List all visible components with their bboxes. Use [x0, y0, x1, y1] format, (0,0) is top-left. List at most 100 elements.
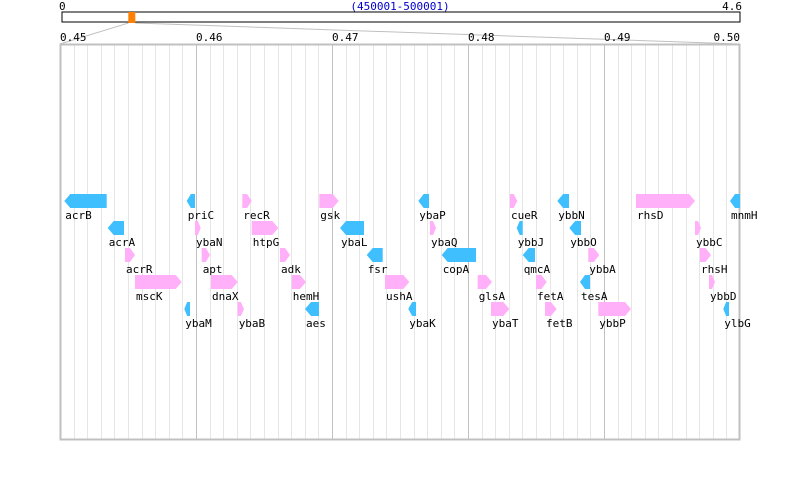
gene-arrow[interactable]	[598, 302, 631, 316]
gene-ybbO[interactable]: ybbO	[569, 221, 597, 249]
gene-ylbG[interactable]: ylbG	[723, 302, 751, 330]
gene-arrow[interactable]	[700, 248, 712, 262]
gene-arrow[interactable]	[251, 221, 279, 235]
gene-arrow[interactable]	[430, 221, 436, 235]
gene-label[interactable]: acrA	[109, 236, 136, 249]
gene-aes[interactable]: aes	[305, 302, 326, 330]
gene-arrow[interactable]	[339, 221, 365, 235]
gene-arrow[interactable]	[408, 302, 416, 316]
gene-arrow[interactable]	[730, 194, 740, 208]
gene-label[interactable]: tesA	[581, 290, 608, 303]
gene-label[interactable]: ushA	[386, 290, 413, 303]
gene-label[interactable]: cueR	[511, 209, 538, 222]
gene-label[interactable]: ybaM	[185, 317, 212, 330]
gene-arrow[interactable]	[723, 302, 729, 316]
gene-label[interactable]: glsA	[479, 290, 506, 303]
gene-ybaL[interactable]: ybaL	[339, 221, 368, 249]
gene-label[interactable]: ybbA	[589, 263, 616, 276]
gene-qmcA[interactable]: qmcA	[522, 248, 551, 276]
gene-arrow[interactable]	[536, 275, 547, 289]
gene-arrow[interactable]	[279, 248, 291, 262]
gene-mscK[interactable]: mscK	[135, 275, 182, 303]
gene-label[interactable]: acrB	[65, 209, 92, 222]
gene-adk[interactable]: adk	[279, 248, 301, 276]
gene-arrow[interactable]	[124, 248, 136, 262]
gene-ushA[interactable]: ushA	[384, 275, 413, 303]
gene-arrow[interactable]	[211, 275, 238, 289]
gene-tesA[interactable]: tesA	[579, 275, 608, 303]
gene-arrow[interactable]	[694, 221, 701, 235]
gene-recR[interactable]: recR	[242, 194, 270, 222]
gene-label[interactable]: ybaN	[196, 236, 223, 249]
gene-arrow[interactable]	[64, 194, 107, 208]
gene-arrow[interactable]	[588, 248, 600, 262]
gene-label[interactable]: ylbG	[724, 317, 751, 330]
overview-window-marker[interactable]	[128, 12, 136, 23]
gene-arrow[interactable]	[441, 248, 476, 262]
gene-acrR[interactable]: acrR	[124, 248, 153, 276]
gene-arrow[interactable]	[366, 248, 383, 262]
gene-label[interactable]: rhsD	[637, 209, 664, 222]
gene-label[interactable]: ybaL	[341, 236, 368, 249]
gene-acrB[interactable]: acrB	[64, 194, 107, 222]
gene-ybbC[interactable]: ybbC	[694, 221, 723, 249]
gene-gsk[interactable]: gsk	[319, 194, 341, 222]
gene-arrow[interactable]	[579, 275, 590, 289]
gene-label[interactable]: recR	[243, 209, 270, 222]
gene-ybaK[interactable]: ybaK	[408, 302, 436, 330]
gene-label[interactable]: fetB	[546, 317, 573, 330]
gene-arrow[interactable]	[477, 275, 493, 289]
gene-label[interactable]: ybbN	[558, 209, 585, 222]
gene-cueR[interactable]: cueR	[509, 194, 538, 222]
gene-label[interactable]: qmcA	[524, 263, 551, 276]
gene-ybbP[interactable]: ybbP	[598, 302, 631, 330]
gene-arrow[interactable]	[305, 302, 319, 316]
gene-ybaP[interactable]: ybaP	[418, 194, 446, 222]
gene-label[interactable]: ybbC	[696, 236, 723, 249]
gene-mnmH[interactable]: mnmH	[730, 194, 758, 222]
gene-fsr[interactable]: fsr	[366, 248, 388, 276]
gene-glsA[interactable]: glsA	[477, 275, 506, 303]
gene-label[interactable]: fetA	[537, 290, 564, 303]
gene-arrow[interactable]	[545, 302, 557, 316]
overview-bar[interactable]	[61, 11, 741, 23]
gene-copA[interactable]: copA	[441, 248, 476, 276]
gene-label[interactable]: mscK	[136, 290, 163, 303]
gene-label[interactable]: ybbJ	[518, 236, 545, 249]
gene-ybbA[interactable]: ybbA	[588, 248, 616, 276]
gene-label[interactable]: ybaQ	[431, 236, 458, 249]
gene-ybaT[interactable]: ybaT	[490, 302, 519, 330]
gene-label[interactable]: gsk	[320, 209, 340, 222]
gene-ybaN[interactable]: ybaN	[194, 221, 223, 249]
gene-rhsH[interactable]: rhsH	[700, 248, 728, 276]
gene-arrow[interactable]	[184, 302, 191, 316]
gene-arrow[interactable]	[384, 275, 410, 289]
gene-acrA[interactable]: acrA	[107, 221, 136, 249]
gene-label[interactable]: ybaK	[409, 317, 436, 330]
gene-priC[interactable]: priC	[186, 194, 215, 222]
gene-arrow[interactable]	[194, 221, 201, 235]
gene-arrow[interactable]	[186, 194, 195, 208]
gene-htpG[interactable]: htpG	[251, 221, 280, 249]
gene-arrow[interactable]	[557, 194, 569, 208]
gene-arrow[interactable]	[490, 302, 510, 316]
gene-label[interactable]: ybbD	[710, 290, 737, 303]
gene-label[interactable]: aes	[306, 317, 326, 330]
gene-label[interactable]: ybaT	[492, 317, 519, 330]
gene-arrow[interactable]	[237, 302, 244, 316]
gene-label[interactable]: copA	[443, 263, 470, 276]
gene-ybbJ[interactable]: ybbJ	[516, 221, 545, 249]
gene-label[interactable]: ybbP	[599, 317, 626, 330]
gene-label[interactable]: priC	[188, 209, 215, 222]
gene-dnaX[interactable]: dnaX	[211, 275, 239, 303]
gene-arrow[interactable]	[516, 221, 523, 235]
gene-arrow[interactable]	[569, 221, 582, 235]
gene-label[interactable]: fsr	[368, 263, 388, 276]
gene-label[interactable]: adk	[281, 263, 301, 276]
gene-label[interactable]: apt	[203, 263, 223, 276]
gene-ybbD[interactable]: ybbD	[709, 275, 737, 303]
gene-ybaB[interactable]: ybaB	[237, 302, 266, 330]
gene-label[interactable]: htpG	[253, 236, 280, 249]
gene-ybbN[interactable]: ybbN	[557, 194, 585, 222]
gene-arrow[interactable]	[135, 275, 182, 289]
